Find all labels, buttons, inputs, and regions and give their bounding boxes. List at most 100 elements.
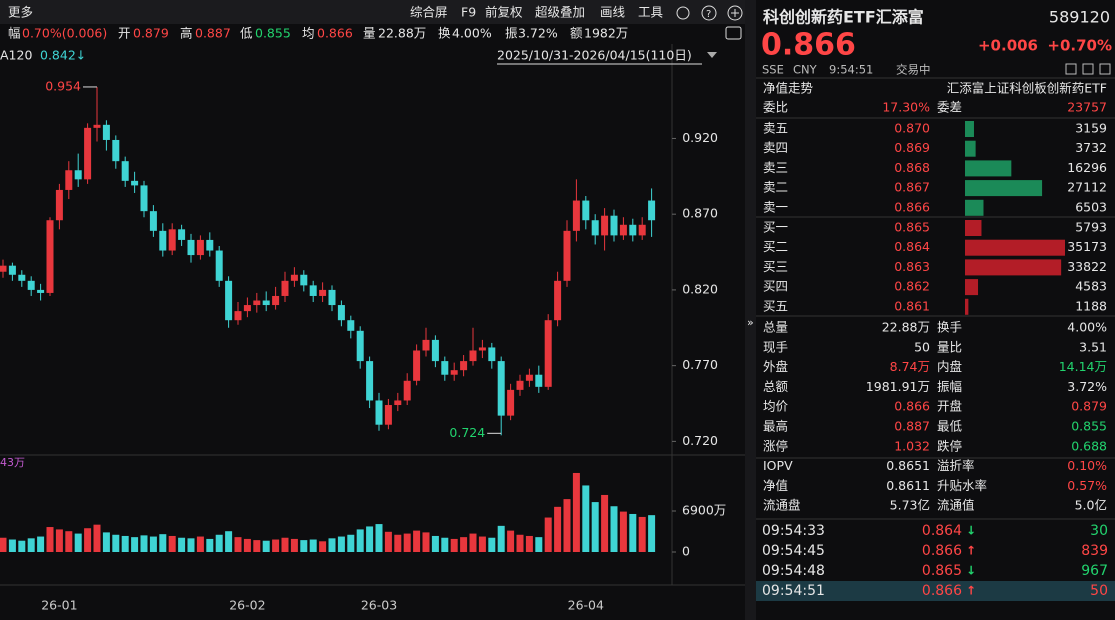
stat-label: 量比 [937,339,962,354]
volume-bar [74,533,82,552]
book-volume: 5793 [1075,220,1107,235]
quote-label: 换 [438,26,451,41]
volume-bar [196,536,204,552]
y-tick-label: 0.770 [682,357,718,372]
depth-bar [965,220,982,236]
book-volume: 1188 [1075,298,1107,313]
trade-arrow: ↓ [966,524,976,538]
wp-icon[interactable] [725,26,742,40]
last-price: 0.866 [761,28,856,63]
quote-value: 0.855 [255,26,291,41]
candle-body [629,224,637,236]
volume-bar [535,537,543,552]
book-volume: 3159 [1075,121,1107,136]
volume-bar [403,533,411,552]
candle-body [356,330,364,362]
toolbar-button[interactable]: F9 [461,5,476,20]
toolbar-button[interactable]: 工具 [638,5,664,20]
volume-bar [112,534,120,552]
volume-bar [337,536,345,552]
book-volume: 6503 [1075,199,1107,214]
annotation: 0.954 [45,78,81,93]
trade-time: 09:54:33 [762,523,825,539]
quote-value: 0.879 [133,26,169,41]
volume-bar [516,534,524,552]
nav-link[interactable]: 净值走势 [763,81,814,96]
date-range[interactable]: 2025/10/31-2026/04/15(110日) [497,48,692,63]
y-tick-label: 6900万 [682,503,726,518]
depth-bar [965,298,969,315]
volume-bar [478,536,486,552]
volume-bar [290,538,298,552]
security-code: 589120 [1049,8,1110,27]
toolbar-button[interactable]: 综合屏 [410,5,448,20]
trade-time: 09:54:51 [762,583,825,599]
stat-value: 14.14万 [1059,359,1107,374]
volume-bar [243,538,251,552]
trade-price: 0.866 [922,543,962,559]
splitter[interactable] [745,0,756,620]
volume-bar [121,535,129,552]
candle-body [168,229,176,251]
volume-bar [178,537,186,552]
volume-bar [309,539,317,552]
add-icon[interactable] [727,5,743,21]
stat-value: 0.688 [1071,438,1107,453]
candle-body [460,361,468,371]
stat-value: 0.8651 [886,458,930,473]
window-icon[interactable] [1082,63,1094,75]
candle-body [478,347,486,351]
add-icon[interactable] [1099,63,1111,75]
y-tick-label: 0.820 [682,281,718,296]
more-button[interactable]: 更多 [8,5,33,20]
x-tick-label: 26-04 [568,598,604,613]
candle-body [319,289,327,296]
toolbar-button[interactable]: 前复权 [485,5,523,20]
book-label: 买五 [763,298,788,313]
volume-bar [234,537,242,552]
toolbar-button[interactable]: 超级叠加 [535,5,585,20]
volume-bar [319,541,327,552]
volume-bar [215,534,223,552]
candle-body [337,305,345,321]
price-change-pct: +0.70% [1047,37,1112,55]
panel-icons [1065,63,1111,75]
x-tick-label: 26-02 [229,598,265,613]
stat-label: 外盘 [763,359,788,374]
settings-icon[interactable] [676,6,690,20]
book-label: 买二 [763,239,788,254]
candle-body [65,170,73,190]
volume-bar [262,540,270,552]
collapse-icon[interactable]: » [747,316,754,329]
depth-bar [965,239,1065,256]
toolbar-button[interactable]: 画线 [600,5,626,20]
dropdown-icon[interactable] [707,52,717,58]
stat-value: 4.00% [1067,320,1107,335]
candle-body [469,350,477,362]
depth-bar [965,121,974,137]
candle-body [187,239,195,256]
volume-bar [356,529,364,552]
volume-bar [300,540,308,552]
volume-bar [131,537,139,552]
volume-bar [93,524,101,552]
candle-body [206,239,214,251]
volume-bar [441,537,449,552]
volume-bar [544,517,552,552]
candle-body [159,230,167,251]
edit-icon[interactable] [1065,63,1077,75]
book-label: 卖三 [763,160,788,175]
toolbar [0,0,745,24]
help-icon[interactable] [701,5,717,21]
volume-bar [18,540,26,552]
candle-body [112,139,120,162]
volume-bar [187,538,195,552]
candle-body [300,274,308,286]
book-price: 0.866 [894,199,930,214]
stat-label: 跌停 [937,438,962,453]
candle-body [37,289,45,293]
stat-value: 1.032 [894,438,930,453]
book-volume: 33822 [1067,259,1107,274]
meta-text: SSE [762,63,784,77]
volume-bar [281,537,289,552]
